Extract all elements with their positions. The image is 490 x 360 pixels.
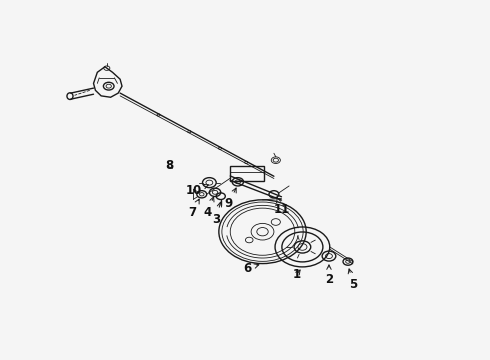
Text: 1: 1	[293, 268, 301, 281]
Text: 5: 5	[348, 269, 358, 291]
Text: 9: 9	[224, 188, 236, 211]
Text: 8: 8	[165, 159, 173, 172]
Text: 3: 3	[212, 202, 221, 226]
Text: 6: 6	[243, 262, 259, 275]
Text: 10: 10	[186, 184, 208, 197]
Text: 2: 2	[325, 265, 333, 286]
Text: 7: 7	[188, 199, 199, 219]
Text: 11: 11	[273, 198, 290, 216]
Text: 4: 4	[203, 197, 214, 219]
